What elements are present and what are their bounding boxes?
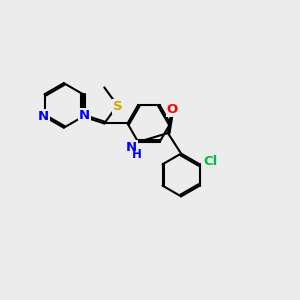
Text: N: N [79, 109, 90, 122]
Text: Cl: Cl [204, 155, 218, 168]
Text: O: O [167, 103, 178, 116]
Text: N: N [126, 141, 137, 154]
Text: H: H [132, 148, 142, 161]
Text: S: S [112, 100, 122, 113]
Text: N: N [38, 110, 49, 123]
